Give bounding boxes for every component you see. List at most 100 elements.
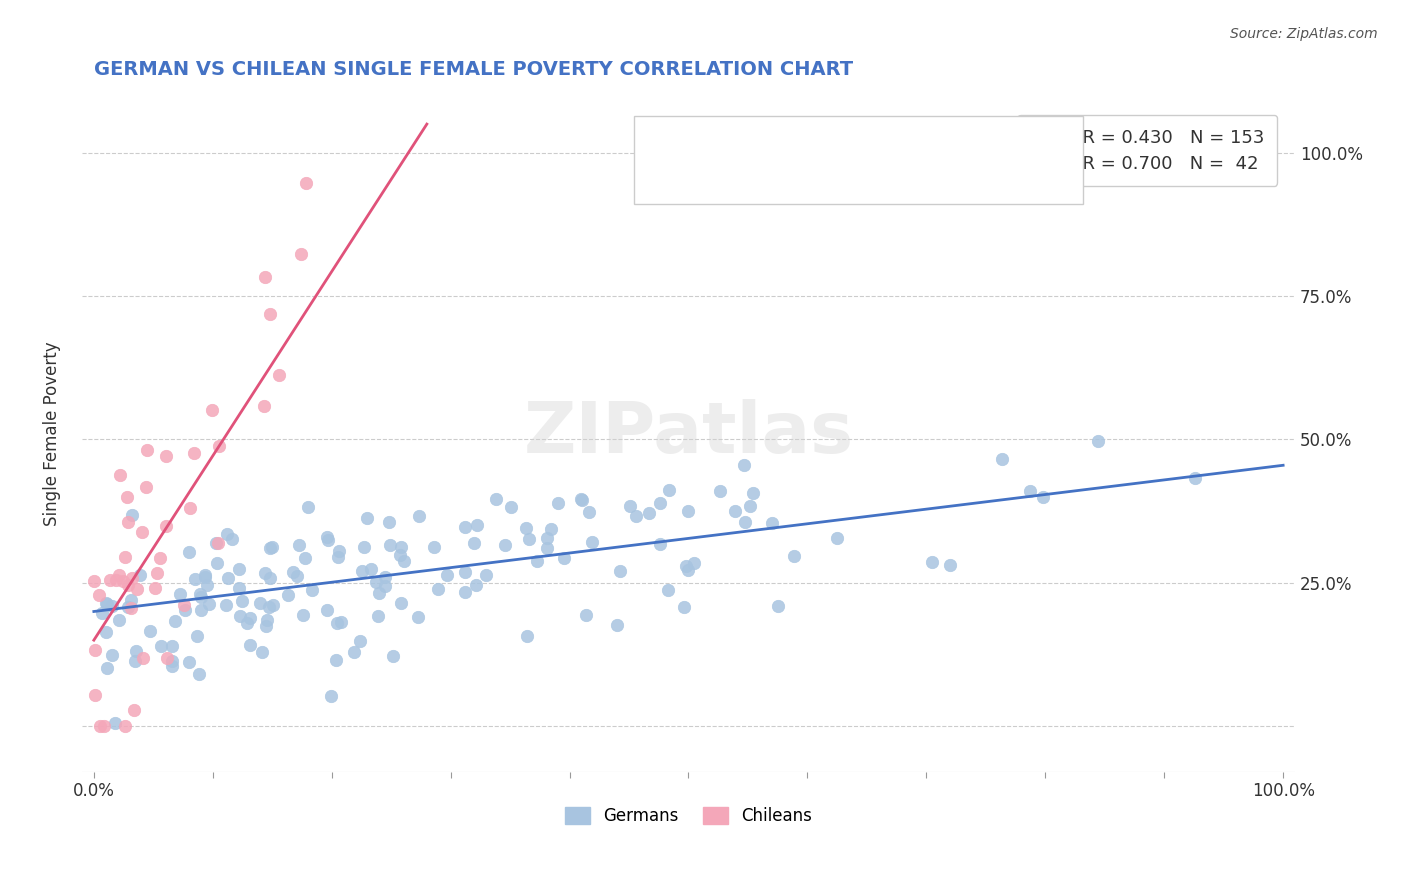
Point xyxy=(117,599,139,614)
Point xyxy=(827,531,849,545)
Point xyxy=(281,566,304,580)
Point xyxy=(177,655,200,669)
Point xyxy=(135,480,157,494)
Point xyxy=(673,600,696,615)
Point xyxy=(540,522,562,536)
Point xyxy=(194,570,217,584)
Point xyxy=(360,562,382,576)
Point xyxy=(709,484,731,499)
Point xyxy=(328,549,350,564)
Point xyxy=(108,568,131,582)
Point xyxy=(253,399,276,413)
Point xyxy=(388,548,411,562)
Point xyxy=(624,508,647,523)
Point xyxy=(315,603,337,617)
Point xyxy=(465,517,488,532)
Point xyxy=(89,719,111,733)
Point xyxy=(83,574,105,589)
Point xyxy=(463,536,485,550)
Point xyxy=(517,532,540,546)
Point xyxy=(131,525,153,540)
Point xyxy=(96,624,118,639)
Point xyxy=(991,452,1014,467)
Point xyxy=(105,574,128,588)
Point xyxy=(84,642,107,657)
Point xyxy=(83,688,105,702)
Point xyxy=(267,368,290,383)
Point xyxy=(259,571,281,585)
Legend: Germans, Chileans: Germans, Chileans xyxy=(558,800,820,831)
Point xyxy=(198,597,221,611)
Point xyxy=(89,588,111,602)
Point xyxy=(378,538,401,552)
Point xyxy=(367,609,389,624)
Point xyxy=(724,504,747,518)
Point xyxy=(575,607,598,622)
Point xyxy=(100,599,122,613)
Point xyxy=(368,586,391,600)
Point xyxy=(734,515,756,529)
Point xyxy=(581,534,603,549)
Point xyxy=(194,568,217,582)
Point xyxy=(262,540,284,554)
Point xyxy=(129,568,152,582)
Point xyxy=(190,602,212,616)
Point xyxy=(1032,490,1054,504)
Point xyxy=(156,650,179,665)
FancyBboxPatch shape xyxy=(634,116,1083,203)
Point xyxy=(160,654,183,668)
Point xyxy=(115,490,138,504)
Point xyxy=(257,599,280,614)
Point xyxy=(250,645,273,659)
Point xyxy=(186,629,208,643)
Point xyxy=(475,567,498,582)
Point xyxy=(741,486,763,500)
Point xyxy=(485,491,508,506)
Point xyxy=(228,581,250,595)
Point xyxy=(125,582,148,596)
Point xyxy=(217,527,239,541)
Point xyxy=(453,520,475,534)
Point xyxy=(389,596,412,610)
Point xyxy=(190,590,212,604)
Point xyxy=(609,565,631,579)
Point xyxy=(253,270,276,285)
Point xyxy=(124,654,146,668)
Point xyxy=(766,599,789,614)
Point xyxy=(494,539,516,553)
Point xyxy=(208,439,231,453)
Point xyxy=(160,639,183,653)
Point xyxy=(163,614,186,628)
Point xyxy=(637,506,659,520)
Point xyxy=(114,549,136,564)
Point xyxy=(254,619,277,633)
Point xyxy=(319,689,342,703)
Point xyxy=(288,538,311,552)
Point xyxy=(108,613,131,627)
Point xyxy=(547,496,569,510)
Point xyxy=(96,596,118,610)
Point xyxy=(183,446,205,460)
Point xyxy=(143,581,166,595)
Point xyxy=(155,449,177,463)
Point xyxy=(423,540,446,554)
Point xyxy=(231,593,253,607)
Point xyxy=(136,442,159,457)
Point xyxy=(297,500,319,514)
Text: ZIPatlas: ZIPatlas xyxy=(523,400,853,468)
Point xyxy=(292,608,315,623)
Y-axis label: Single Female Poverty: Single Female Poverty xyxy=(44,342,60,526)
Point xyxy=(132,650,155,665)
Point xyxy=(249,596,271,610)
Point xyxy=(536,541,558,555)
Point xyxy=(277,588,299,602)
Point xyxy=(578,505,600,519)
Point xyxy=(139,624,162,638)
Point xyxy=(215,598,238,612)
Point xyxy=(454,565,477,579)
Point xyxy=(366,575,388,590)
Point xyxy=(294,550,316,565)
Point xyxy=(228,609,250,624)
Point xyxy=(187,666,209,681)
Point xyxy=(169,587,191,601)
